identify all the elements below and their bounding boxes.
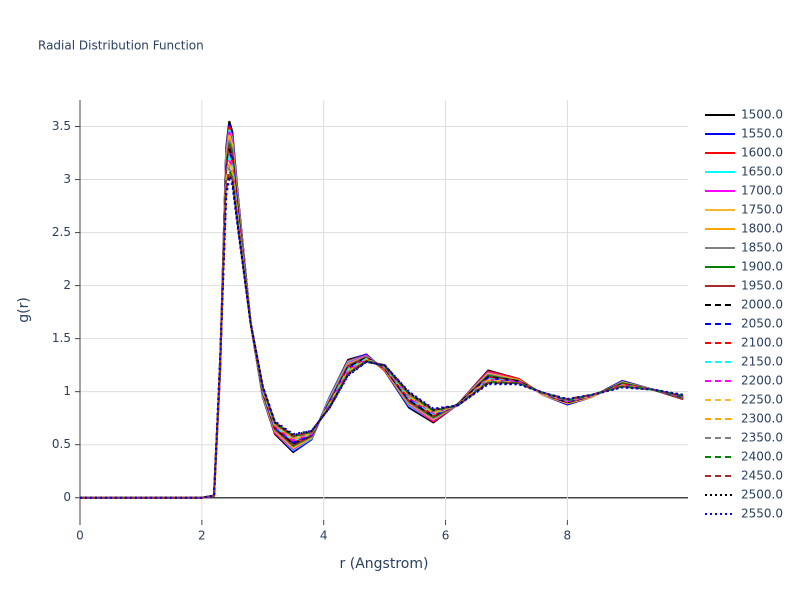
legend-label: 2350.0 [741, 431, 783, 445]
legend-label: 2000.0 [741, 298, 783, 312]
legend-label: 2100.0 [741, 336, 783, 350]
x-axis-label: r (Angstrom) [340, 556, 429, 572]
legend-label: 1700.0 [741, 184, 783, 198]
legend-label: 1500.0 [741, 108, 783, 122]
legend-label: 1650.0 [741, 165, 783, 179]
x-tick-label: 0 [76, 529, 84, 543]
legend-label: 2550.0 [741, 507, 783, 521]
y-tick-label: 2 [63, 278, 71, 292]
legend-label: 2200.0 [741, 374, 783, 388]
legend-label: 2150.0 [741, 355, 783, 369]
legend-label: 1800.0 [741, 222, 783, 236]
y-tick-label: 1.5 [52, 331, 71, 345]
y-tick-label: 3.5 [52, 119, 71, 133]
legend-label: 1900.0 [741, 260, 783, 274]
legend-label: 2500.0 [741, 488, 783, 502]
legend-label: 1850.0 [741, 241, 783, 255]
y-axis-label: g(r) [16, 297, 32, 323]
legend-label: 2050.0 [741, 317, 783, 331]
legend-label: 1750.0 [741, 203, 783, 217]
y-tick-label: 3 [63, 172, 71, 186]
y-tick-label: 2.5 [52, 225, 71, 239]
x-tick-label: 8 [564, 529, 572, 543]
x-tick-label: 4 [320, 529, 328, 543]
legend-label: 2400.0 [741, 450, 783, 464]
legend-label: 1950.0 [741, 279, 783, 293]
legend-label: 1600.0 [741, 146, 783, 160]
x-tick-label: 6 [442, 529, 450, 543]
x-tick-label: 2 [198, 529, 206, 543]
legend-label: 2450.0 [741, 469, 783, 483]
y-tick-label: 0.5 [52, 437, 71, 451]
legend-label: 2250.0 [741, 393, 783, 407]
legend-label: 1550.0 [741, 127, 783, 141]
y-tick-label: 0 [63, 490, 71, 504]
y-tick-label: 1 [63, 384, 71, 398]
chart-title: Radial Distribution Function [38, 39, 204, 53]
legend-label: 2300.0 [741, 412, 783, 426]
series-line [80, 157, 684, 499]
